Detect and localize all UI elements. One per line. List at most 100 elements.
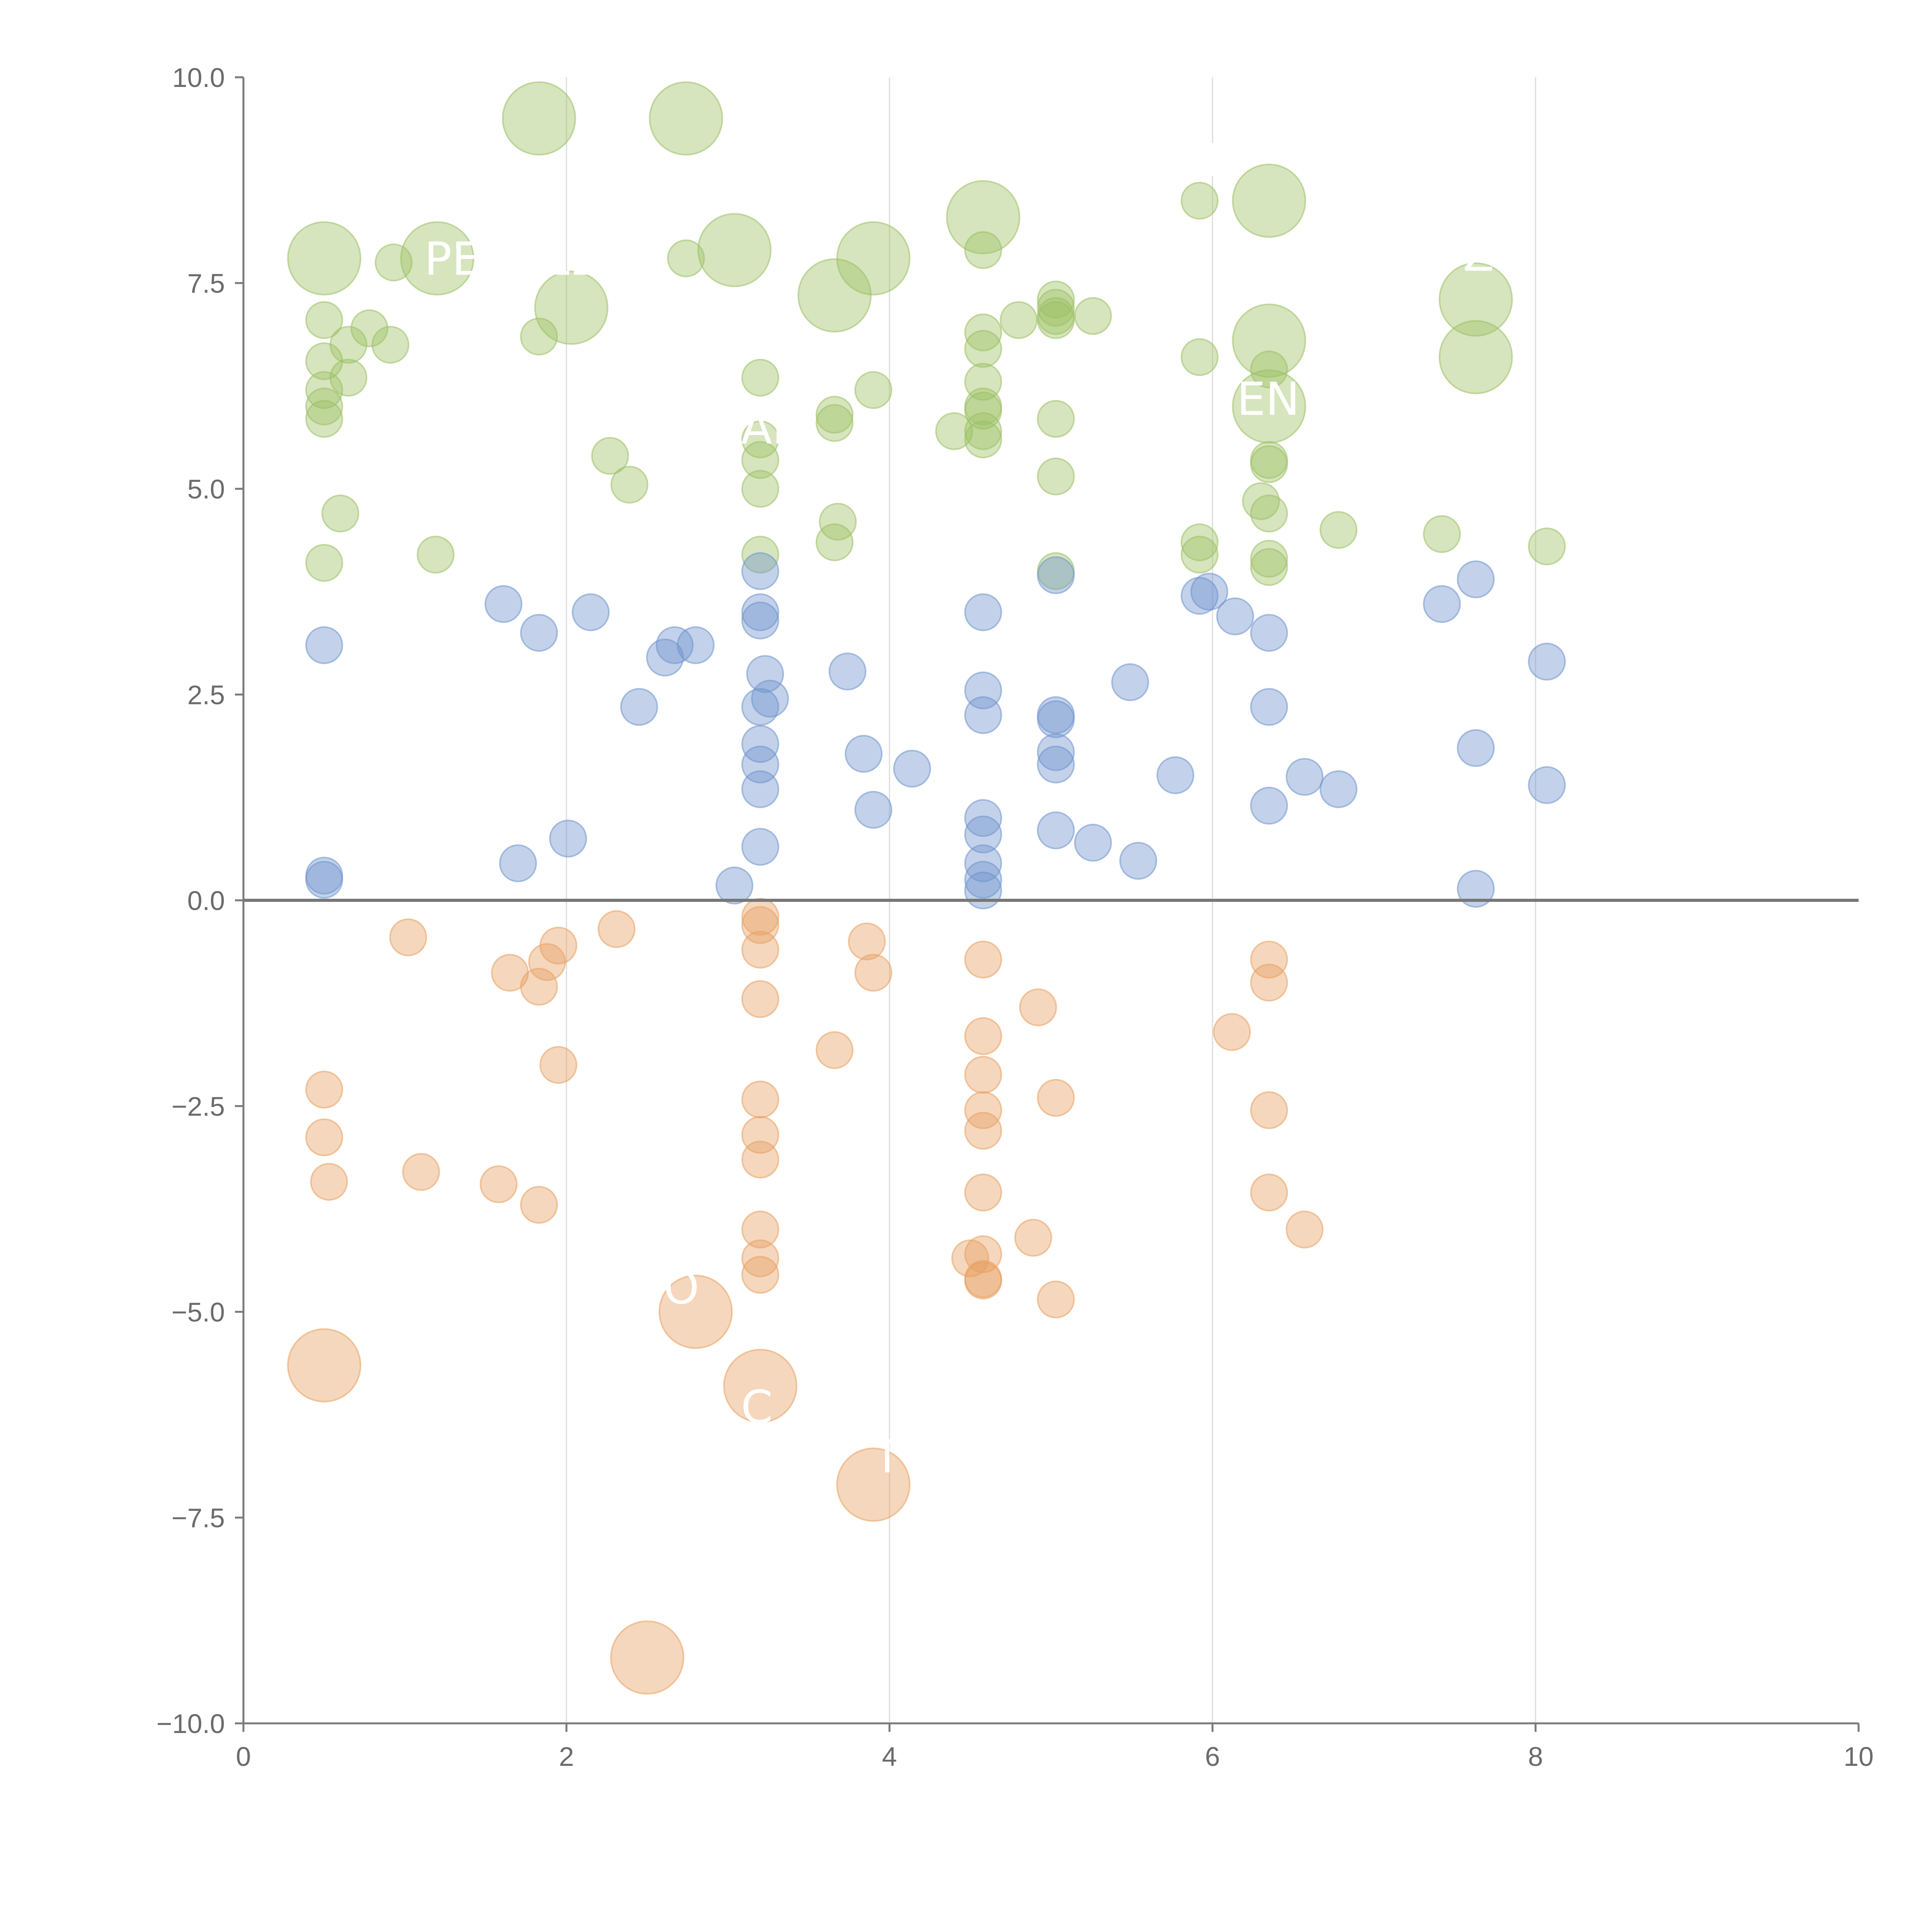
x-tick-label: 4 bbox=[882, 1742, 897, 1772]
orange-bubble bbox=[1250, 940, 1288, 979]
green-bubble bbox=[1423, 515, 1461, 553]
blue-bubble bbox=[741, 552, 779, 590]
blue-bubble bbox=[656, 626, 694, 664]
orange-bubble bbox=[964, 1056, 1002, 1094]
green-bubble bbox=[1250, 494, 1288, 532]
blue-bubble bbox=[549, 820, 587, 858]
blue-bubble bbox=[1156, 756, 1194, 794]
x-tick-label: 0 bbox=[236, 1742, 251, 1772]
blue-bubble bbox=[964, 696, 1002, 734]
green-bubble bbox=[1037, 400, 1075, 438]
orange-bubble bbox=[1250, 964, 1288, 1002]
green-bubble bbox=[591, 437, 629, 475]
blue-bubble bbox=[305, 861, 343, 899]
blue-bubble bbox=[1250, 614, 1288, 652]
orange-bubble bbox=[741, 930, 779, 969]
blue-bubble bbox=[1190, 573, 1228, 611]
annotation-label: O bbox=[663, 1261, 699, 1315]
blue-bubble bbox=[1037, 811, 1075, 849]
blue-bubble bbox=[746, 655, 784, 693]
orange-bubble bbox=[741, 980, 779, 1018]
orange-bubble bbox=[310, 1163, 348, 1201]
x-tick-label: 8 bbox=[1528, 1742, 1543, 1772]
orange-bubble bbox=[741, 1256, 779, 1294]
orange-bubble bbox=[539, 927, 578, 965]
orange-bubble bbox=[1037, 1281, 1075, 1319]
orange-bubble bbox=[723, 1349, 798, 1423]
green-bubble bbox=[1232, 369, 1306, 444]
blue-bubble bbox=[305, 626, 343, 664]
orange-bubble bbox=[741, 898, 779, 936]
green-bubble bbox=[815, 523, 854, 561]
orange-bubble bbox=[741, 1239, 779, 1277]
blue-bubble bbox=[828, 652, 867, 690]
orange-bubble bbox=[1037, 1079, 1075, 1117]
green-bubble bbox=[1439, 262, 1513, 337]
blue-bubble bbox=[854, 791, 893, 829]
green-bubble bbox=[741, 359, 779, 397]
blue-bubble bbox=[520, 614, 558, 652]
orange-bubble bbox=[964, 1017, 1002, 1055]
x-tick-label: 10 bbox=[1844, 1742, 1874, 1772]
blue-bubble bbox=[964, 844, 1002, 883]
green-bubble bbox=[305, 544, 343, 582]
blue-bubble bbox=[964, 815, 1002, 854]
green-bubble bbox=[1232, 163, 1306, 238]
green-bubble bbox=[1037, 457, 1075, 496]
orange-bubble bbox=[815, 1031, 854, 1069]
y-tick-label: 7.5 bbox=[187, 269, 225, 299]
green-bubble bbox=[1250, 548, 1288, 586]
green-bubble bbox=[305, 400, 343, 438]
green-bubble bbox=[964, 330, 1002, 368]
orange-bubble bbox=[1250, 1173, 1288, 1212]
orange-bubble bbox=[520, 1186, 558, 1224]
orange-bubble bbox=[741, 1140, 779, 1179]
green-bubble bbox=[350, 309, 389, 347]
green-bubble bbox=[1180, 536, 1219, 574]
blue-bubble bbox=[1037, 733, 1075, 771]
green-bubble bbox=[797, 258, 872, 333]
green-bubble bbox=[964, 313, 1002, 352]
orange-bubble bbox=[964, 1262, 1002, 1300]
blue-bubble bbox=[1457, 870, 1495, 908]
orange-bubble bbox=[964, 1173, 1002, 1212]
green-bubble bbox=[305, 301, 343, 339]
green-bubble bbox=[1180, 523, 1219, 561]
orange-bubble bbox=[741, 1211, 779, 1248]
orange-bubble bbox=[836, 1447, 911, 1522]
blue-bubble bbox=[1111, 663, 1149, 701]
orange-bubble bbox=[854, 954, 893, 992]
green-bubble bbox=[1180, 338, 1219, 376]
blue-bubble bbox=[741, 601, 779, 639]
green-bubble bbox=[697, 213, 772, 287]
green-bubble bbox=[964, 420, 1002, 459]
y-tick-label: 10.0 bbox=[172, 63, 225, 93]
green-bubble bbox=[741, 420, 779, 459]
green-bubble bbox=[854, 371, 893, 409]
tick-labels: 10.0 7.5 5.0 2.5 0.0 −2.5 −5.0 −7.5 −10.0 0 2 4 6 8 10 bbox=[156, 63, 1874, 1772]
green-bubble bbox=[611, 466, 649, 504]
blue-bubble bbox=[1250, 688, 1288, 726]
orange-bubble bbox=[1286, 1211, 1324, 1248]
blue-bubble bbox=[677, 626, 715, 664]
blue-bubble bbox=[499, 844, 537, 883]
blue-bubble bbox=[1037, 556, 1075, 594]
annotation-label: T bbox=[873, 1430, 901, 1483]
orange-bubble bbox=[610, 1620, 684, 1695]
blue-bubble bbox=[964, 861, 1002, 899]
blue-bubble bbox=[715, 866, 753, 905]
green-bubble bbox=[374, 243, 413, 282]
blue-bubble bbox=[741, 725, 779, 763]
blue-bubble bbox=[1528, 766, 1566, 804]
green-bubble bbox=[836, 221, 911, 296]
orange-bubble bbox=[1213, 1013, 1251, 1051]
blue-bubble bbox=[1119, 842, 1157, 880]
green-bubble bbox=[329, 359, 367, 397]
green-bubble bbox=[417, 536, 455, 574]
orange-bubble bbox=[741, 1080, 779, 1119]
blue-bubble bbox=[741, 770, 779, 808]
annotation-label: ZE bbox=[1463, 228, 1523, 282]
green-bubble bbox=[1180, 182, 1219, 220]
green-bubble bbox=[1000, 301, 1038, 339]
orange-bubble bbox=[951, 1239, 989, 1277]
